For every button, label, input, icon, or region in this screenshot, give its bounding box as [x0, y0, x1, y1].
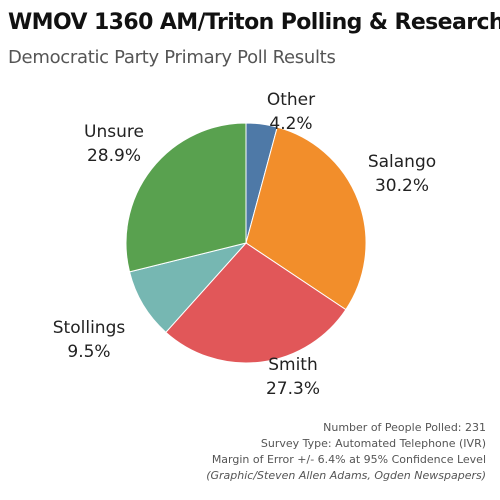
pie-slice-unsure — [125, 122, 247, 273]
pie-slice-smith — [165, 242, 347, 364]
footer-polled: Number of People Polled: 231 — [323, 421, 486, 434]
slice-label-other: Other 4.2% — [236, 88, 346, 136]
slice-value-smith: 27.3% — [265, 379, 320, 399]
slice-label-salango: Salango 30.2% — [347, 150, 457, 198]
footer-credit: (Graphic/Steven Allen Adams, Ogden Newsp… — [206, 469, 486, 482]
chart-title: WMOV 1360 AM/Triton Polling & Research — [8, 10, 500, 35]
footer-margin: Margin of Error +/- 6.4% at 95% Confiden… — [211, 453, 486, 466]
slice-name-smith: Smith — [268, 355, 318, 375]
chart-footer: Number of People Polled: 231 Survey Type… — [206, 420, 486, 484]
footer-survey-type: Survey Type: Automated Telephone (IVR) — [260, 437, 486, 450]
slice-label-unsure: Unsure 28.9% — [59, 120, 169, 168]
chart-subtitle: Democratic Party Primary Poll Results — [8, 47, 336, 68]
slice-value-salango: 30.2% — [374, 176, 429, 196]
slice-label-stollings: Stollings 9.5% — [34, 316, 144, 364]
slice-value-stollings: 9.5% — [67, 342, 111, 362]
slice-value-other: 4.2% — [269, 114, 313, 134]
slice-name-other: Other — [266, 90, 316, 110]
slice-name-salango: Salango — [367, 152, 437, 172]
slice-name-stollings: Stollings — [52, 318, 126, 338]
pie-slice-salango — [245, 126, 367, 311]
slice-name-unsure: Unsure — [84, 122, 144, 142]
slice-label-smith: Smith 27.3% — [238, 353, 348, 401]
slice-value-unsure: 28.9% — [86, 146, 141, 166]
